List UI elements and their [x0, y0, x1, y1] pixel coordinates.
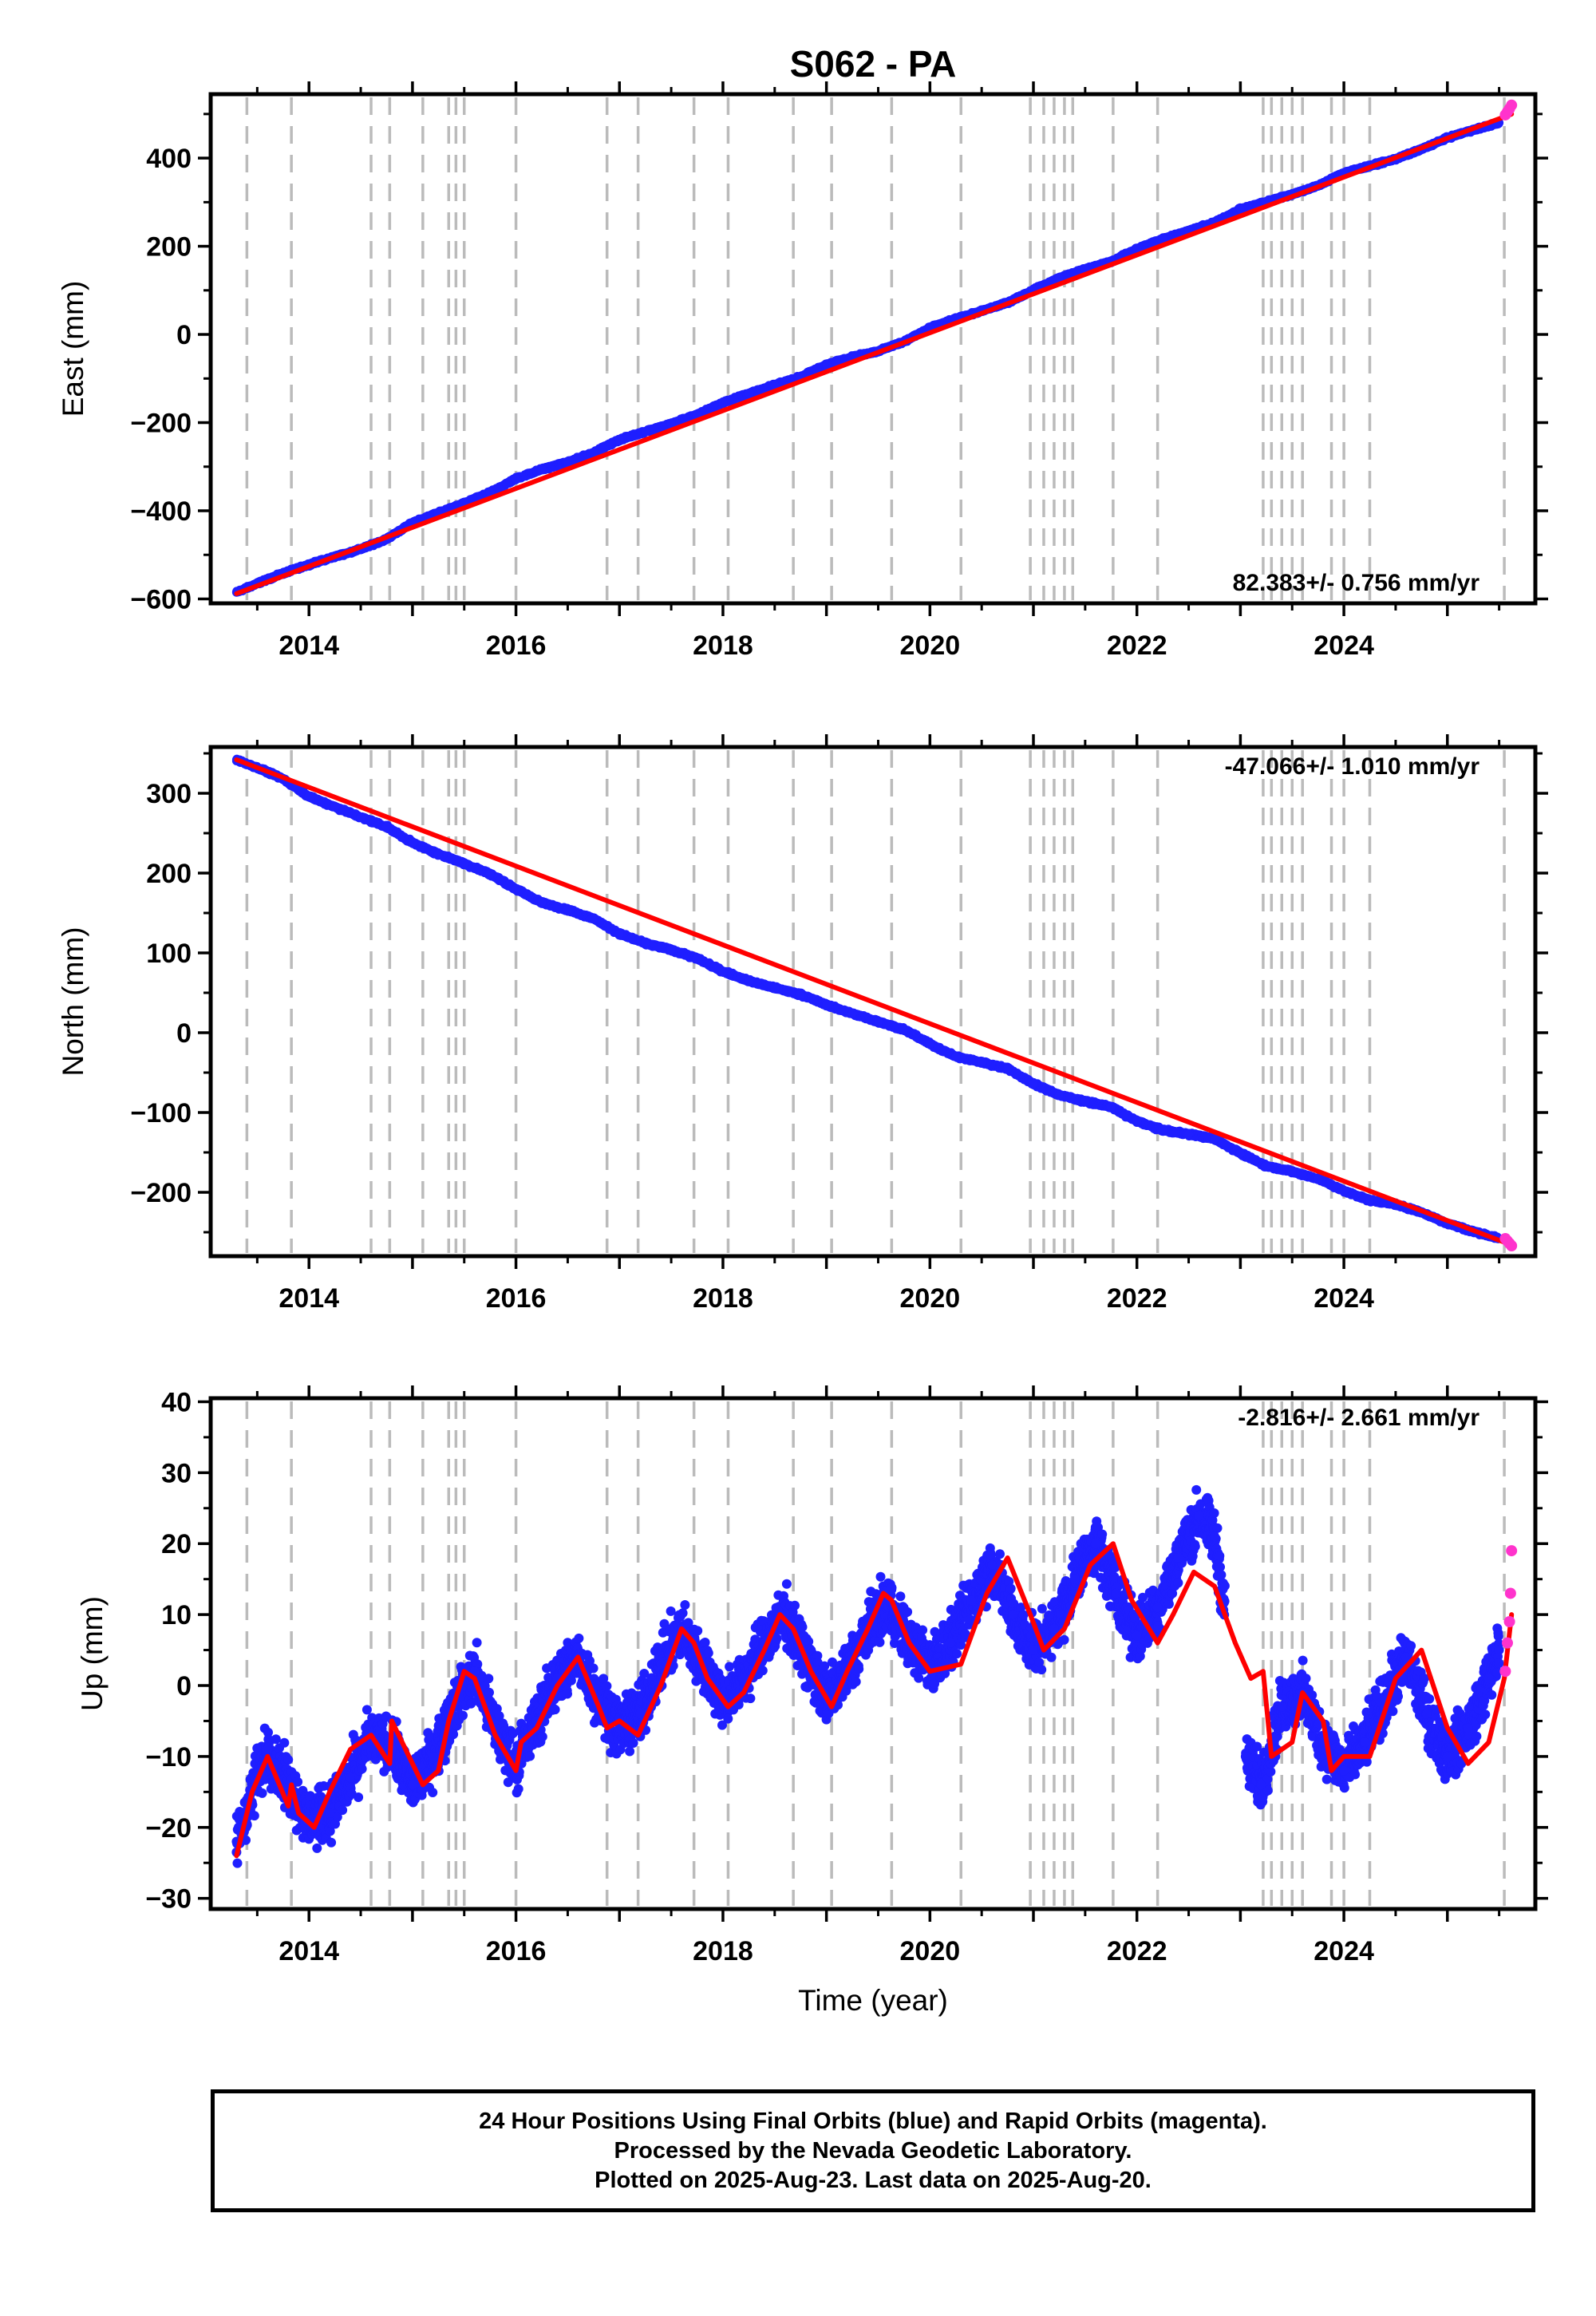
- plot-title: S062 - PA: [790, 43, 957, 85]
- final-orbit-point: [822, 360, 832, 370]
- final-orbit-point: [537, 464, 547, 474]
- x-tick-label: 2022: [1107, 630, 1167, 661]
- final-orbit-point: [744, 389, 753, 398]
- final-orbit-point: [614, 435, 624, 445]
- x-tick-label: 2014: [279, 630, 339, 661]
- x-tick-label: 2024: [1314, 630, 1374, 661]
- y-tick-label: −200: [130, 409, 192, 439]
- north-panel: 2014 2016 2018 2020 2022 2024−200−10001002003…: [57, 734, 1548, 1314]
- y-tick-label: 0: [176, 320, 192, 350]
- x-tick-label: 2020: [900, 630, 961, 661]
- final-orbit-point: [512, 474, 521, 484]
- model-fit-line: [234, 111, 1515, 596]
- x-tick-label: 2018: [693, 630, 753, 661]
- final-orbit-point: [1235, 204, 1245, 214]
- rate-label: 82.383+/- 0.756 mm/yr: [1233, 570, 1480, 596]
- y-axis-label: East (mm): [57, 281, 89, 417]
- east-panel: 2014 2016 2018 2020 2022 2024 −600 −400 −200 0 200…: [57, 81, 1548, 661]
- x-tick-label: 2016: [486, 630, 547, 661]
- final-orbit-point: [641, 427, 650, 437]
- y-tick-label: −600: [130, 584, 192, 615]
- y-tick-label: −400: [130, 496, 192, 527]
- rapid-orbit-point: [1506, 99, 1518, 111]
- final-orbit-point: [718, 398, 728, 408]
- y-tick-label: 200: [146, 232, 192, 263]
- y-tick-label: 400: [146, 144, 192, 174]
